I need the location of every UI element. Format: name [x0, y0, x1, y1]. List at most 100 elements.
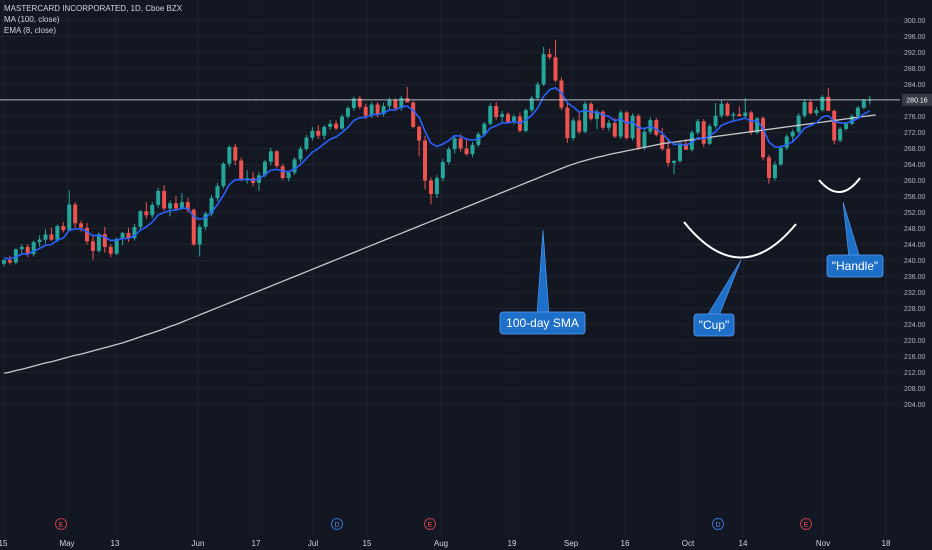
candle-body[interactable]	[162, 190, 167, 209]
candle-body[interactable]	[565, 107, 570, 139]
candle-body[interactable]	[2, 260, 6, 264]
candle-body[interactable]	[387, 100, 392, 107]
candle-body[interactable]	[268, 151, 273, 162]
candle-body[interactable]	[357, 98, 362, 107]
candle-body[interactable]	[802, 102, 807, 116]
candle-body[interactable]	[90, 241, 95, 251]
candle-body[interactable]	[618, 112, 623, 137]
dividend-marker[interactable]	[712, 518, 724, 530]
candle-body[interactable]	[458, 138, 463, 149]
candle-body[interactable]	[737, 114, 742, 117]
candle-body[interactable]	[185, 202, 190, 210]
candle-body[interactable]	[844, 123, 849, 129]
candle-body[interactable]	[838, 128, 843, 141]
candle-body[interactable]	[808, 102, 813, 114]
candle-body[interactable]	[351, 98, 356, 109]
candle-body[interactable]	[695, 121, 700, 133]
candle-body[interactable]	[464, 148, 469, 155]
candle-body[interactable]	[215, 186, 220, 199]
candle-body[interactable]	[298, 148, 303, 160]
candle-body[interactable]	[535, 84, 540, 99]
candle-body[interactable]	[814, 110, 819, 114]
candle-body[interactable]	[506, 114, 511, 123]
candle-body[interactable]	[13, 249, 18, 263]
candle-body[interactable]	[363, 106, 368, 116]
candle-body[interactable]	[541, 54, 546, 85]
earnings-marker[interactable]	[800, 518, 812, 530]
candle-body[interactable]	[233, 146, 238, 161]
candle-body[interactable]	[375, 104, 380, 115]
candle-body[interactable]	[488, 106, 493, 124]
candle-body[interactable]	[191, 209, 196, 245]
candle-body[interactable]	[849, 116, 854, 124]
candle-body[interactable]	[761, 118, 766, 158]
candle-body[interactable]	[286, 172, 291, 179]
candle-body[interactable]	[120, 232, 125, 239]
sma-100-line[interactable]	[3, 114, 876, 374]
candle-body[interactable]	[784, 136, 789, 148]
candle-body[interactable]	[766, 157, 771, 179]
candle-body[interactable]	[340, 116, 345, 129]
candle-body[interactable]	[666, 148, 671, 163]
candle-body[interactable]	[328, 123, 333, 127]
candle-body[interactable]	[583, 103, 588, 132]
candle-body[interactable]	[345, 108, 350, 117]
candle-body[interactable]	[446, 149, 451, 163]
candle-body[interactable]	[755, 118, 760, 133]
candle-body[interactable]	[156, 190, 161, 205]
candle-body[interactable]	[820, 96, 825, 111]
candle-body[interactable]	[411, 102, 416, 127]
candle-body[interactable]	[239, 160, 244, 179]
candle-body[interactable]	[470, 144, 475, 155]
candle-body[interactable]	[7, 260, 12, 263]
candle-body[interactable]	[168, 203, 173, 209]
candle-body[interactable]	[209, 198, 214, 214]
candle-body[interactable]	[132, 226, 137, 239]
earnings-marker[interactable]	[55, 518, 67, 530]
candle-body[interactable]	[73, 204, 78, 224]
candle-body[interactable]	[322, 126, 327, 136]
candle-body[interactable]	[203, 213, 208, 227]
candle-body[interactable]	[304, 137, 309, 149]
candle-body[interactable]	[19, 246, 24, 250]
candle-body[interactable]	[494, 106, 499, 117]
candle-body[interactable]	[660, 134, 665, 149]
candle-body[interactable]	[606, 122, 611, 128]
candle-body[interactable]	[262, 161, 267, 176]
candle-body[interactable]	[423, 140, 428, 181]
candle-body[interactable]	[79, 223, 84, 228]
candle-body[interactable]	[452, 138, 457, 150]
candle-body[interactable]	[150, 204, 155, 216]
candle-body[interactable]	[600, 111, 605, 128]
candle-body[interactable]	[221, 163, 226, 187]
ma-indicator-label[interactable]: MA (100, close)	[4, 15, 60, 24]
candle-body[interactable]	[316, 130, 321, 136]
candle-body[interactable]	[743, 112, 748, 117]
candle-body[interactable]	[654, 120, 659, 135]
candle-body[interactable]	[138, 211, 143, 227]
candle-body[interactable]	[624, 112, 629, 139]
candle-body[interactable]	[725, 103, 730, 116]
candle-body[interactable]	[571, 120, 576, 139]
candle-body[interactable]	[405, 98, 410, 103]
candle-body[interactable]	[144, 211, 149, 216]
candle-body[interactable]	[197, 226, 202, 245]
candle-body[interactable]	[428, 180, 433, 195]
candle-body[interactable]	[778, 147, 783, 165]
candle-body[interactable]	[796, 115, 801, 132]
candle-body[interactable]	[636, 115, 641, 148]
candle-body[interactable]	[85, 227, 90, 242]
candle-body[interactable]	[482, 123, 487, 135]
candle-body[interactable]	[126, 232, 131, 239]
candle-body[interactable]	[612, 122, 617, 137]
candle-body[interactable]	[381, 106, 386, 115]
candle-body[interactable]	[861, 100, 866, 108]
candle-body[interactable]	[96, 234, 101, 251]
candle-body[interactable]	[790, 131, 795, 137]
earnings-marker[interactable]	[424, 518, 436, 530]
candle-body[interactable]	[701, 121, 706, 144]
candle-body[interactable]	[772, 164, 777, 179]
sma-callout[interactable]	[499, 311, 586, 335]
cup-callout[interactable]	[693, 313, 735, 337]
candle-body[interactable]	[683, 143, 688, 150]
